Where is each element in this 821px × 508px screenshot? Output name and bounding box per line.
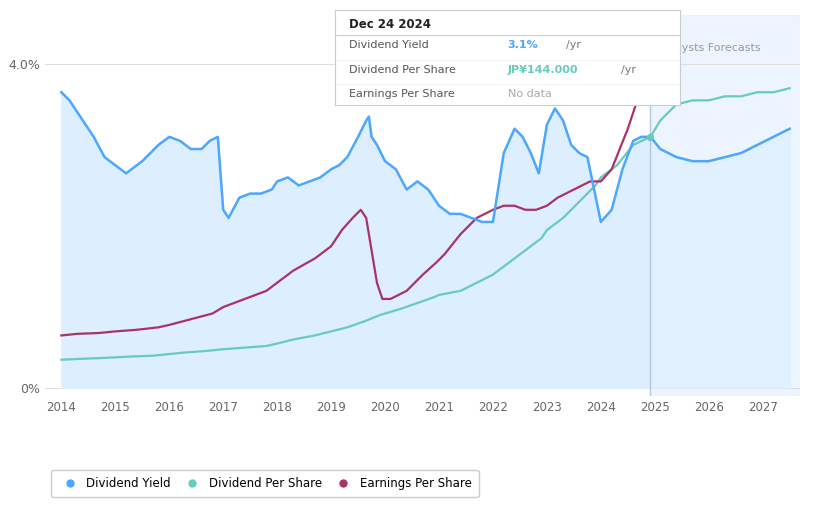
Text: /yr: /yr [566,41,581,50]
Text: Earnings Per Share: Earnings Per Share [349,89,455,99]
Text: Dividend Per Share: Dividend Per Share [349,65,456,75]
Text: Past: Past [623,43,646,53]
Text: JP¥144.000: JP¥144.000 [507,65,578,75]
Text: /yr: /yr [621,65,636,75]
Text: Dividend Yield: Dividend Yield [349,41,429,50]
Legend: Dividend Yield, Dividend Per Share, Earnings Per Share: Dividend Yield, Dividend Per Share, Earn… [51,470,479,497]
Text: Dec 24 2024: Dec 24 2024 [349,18,431,30]
Text: 3.1%: 3.1% [507,41,539,50]
Text: Analysts Forecasts: Analysts Forecasts [657,43,760,53]
Text: No data: No data [507,89,552,99]
Bar [650,15,800,396]
